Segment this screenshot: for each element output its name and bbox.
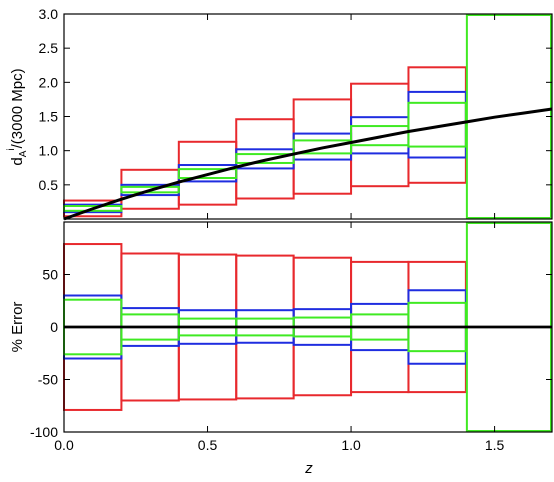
top-green-box-4 <box>235 153 295 164</box>
ylabel-sub: A <box>18 150 29 157</box>
bottom-xtick-label-2: 1.0 <box>341 437 361 453</box>
distance-curve <box>63 107 553 221</box>
top-y-axis-title: dAi/(3000 Mpc) <box>6 68 29 165</box>
top-panel: 0.5 1.0 1.5 2.0 2.5 3.0 dAi/(3000 Mpc) <box>6 6 553 221</box>
top-y-ticks: 0.5 1.0 1.5 2.0 2.5 3.0 <box>39 6 552 193</box>
top-green-box-3 <box>177 168 238 180</box>
top-ytick-label-4: 2.5 <box>39 40 59 56</box>
top-green-box-2 <box>120 185 180 194</box>
bottom-ytick-label-3: 50 <box>42 267 58 283</box>
x-axis-title: z <box>304 460 313 477</box>
bottom-y-ticks: -100 -50 0 50 <box>30 267 552 440</box>
top-ytick-label-5: 3.0 <box>39 6 59 22</box>
bottom-y-axis-title: % Error <box>9 302 26 353</box>
top-ytick-label-2: 1.5 <box>39 109 59 125</box>
bottom-ytick-label-0: -100 <box>30 424 58 440</box>
bottom-ytick-label-2: 0 <box>50 319 58 335</box>
bottom-xtick-label-0: 0.0 <box>54 437 74 453</box>
top-green-box-5 <box>292 139 353 155</box>
top-ytick-label-0: 0.5 <box>39 177 59 193</box>
ylabel-rest: /(3000 Mpc) <box>9 68 26 148</box>
top-ytick-label-3: 2.0 <box>39 74 59 90</box>
top-curve-group <box>63 107 553 221</box>
top-ytick-label-1: 1.0 <box>39 143 59 159</box>
bottom-xtick-label-1: 0.5 <box>198 437 218 453</box>
ylabel-sup: i <box>6 148 17 150</box>
bottom-x-ticks: 0.0 0.5 1.0 1.5 <box>54 222 505 453</box>
top-x-ticks <box>63 14 496 219</box>
bottom-ytick-label-1: -50 <box>38 372 58 388</box>
bottom-panel: -100 -50 0 50 0.0 0.5 1.0 1.5 % Error z <box>9 221 553 477</box>
bottom-xtick-label-3: 1.5 <box>485 437 505 453</box>
ylabel-main: d <box>9 157 26 165</box>
